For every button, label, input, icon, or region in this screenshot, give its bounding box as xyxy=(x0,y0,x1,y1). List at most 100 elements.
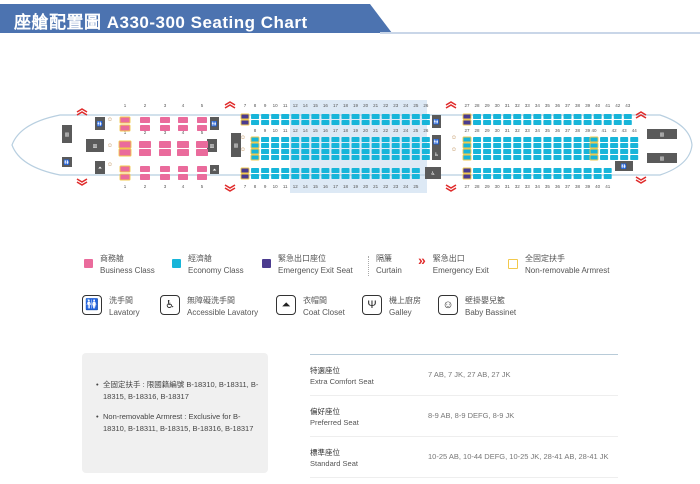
row-label: 25 xyxy=(413,184,419,189)
economy-seat xyxy=(301,120,310,125)
row-label: 17 xyxy=(333,103,339,108)
seat-type-zh: 偏好座位 xyxy=(310,407,340,416)
row-label: 37 xyxy=(565,184,571,189)
row-label: 39 xyxy=(585,128,591,133)
row-label: 22 xyxy=(383,103,389,108)
economy-seat xyxy=(281,155,290,160)
row-label: 5 xyxy=(201,184,204,189)
row-label: 2 xyxy=(144,103,147,108)
economy-seat xyxy=(261,137,270,142)
economy-seat xyxy=(483,174,492,179)
economy-seat xyxy=(563,137,572,142)
economy-seat xyxy=(543,149,552,154)
legend-label-zh: 商務艙 xyxy=(100,254,124,263)
legend-label-en: Lavatory xyxy=(109,308,140,317)
economy-seat xyxy=(603,114,612,119)
row-label: 23 xyxy=(393,184,399,189)
economy-seat xyxy=(261,120,270,125)
economy-seat xyxy=(341,114,350,119)
economy-seat xyxy=(473,120,482,125)
economy-seat xyxy=(421,120,430,125)
galley-icon xyxy=(86,139,104,152)
lavatory-icon xyxy=(95,117,105,130)
business-seat xyxy=(160,174,170,180)
row-label: 27 xyxy=(464,103,470,108)
row-label: 27 xyxy=(464,184,470,189)
legend-label-zh: 緊急出口 xyxy=(432,254,465,263)
row-label: 36 xyxy=(555,128,561,133)
economy-seat xyxy=(613,120,622,125)
economy-seat xyxy=(493,137,502,142)
row-label: 30 xyxy=(495,103,501,108)
row-label: 19 xyxy=(353,128,359,133)
economy-seat xyxy=(321,168,330,173)
row-label: 14 xyxy=(303,103,309,108)
economy-seat xyxy=(381,149,390,154)
economy-seat xyxy=(503,114,512,119)
economy-seat xyxy=(533,120,542,125)
legend-galley: Ψ 機上廚房 Galley xyxy=(362,295,421,319)
economy-seat xyxy=(600,143,609,148)
economy-seat xyxy=(341,149,350,154)
row-label: 14 xyxy=(303,184,309,189)
economy-seat xyxy=(610,155,619,160)
economy-seat xyxy=(361,149,370,154)
economy-seat xyxy=(600,137,609,142)
economy-seat xyxy=(473,149,482,154)
row-label: 36 xyxy=(555,184,561,189)
business-seat xyxy=(177,141,189,148)
exit-seat xyxy=(462,173,472,180)
exit-seat xyxy=(462,167,472,174)
business-seat xyxy=(140,166,150,172)
economy-seat xyxy=(251,120,260,125)
row-label: 11 xyxy=(283,184,288,189)
row-label: 28 xyxy=(475,103,481,108)
economy-seat xyxy=(381,137,390,142)
row-label: 18 xyxy=(343,184,349,189)
economy-seat xyxy=(311,137,320,142)
row-label: 28 xyxy=(475,184,481,189)
legend-label-en: Coat Closet xyxy=(303,308,345,317)
economy-seat xyxy=(543,174,552,179)
economy-seat xyxy=(620,149,629,154)
row-label: 21 xyxy=(373,128,379,133)
economy-seat xyxy=(301,168,310,173)
economy-seat xyxy=(391,155,400,160)
business-seat xyxy=(118,140,132,149)
emergency-exit-icon xyxy=(224,184,236,192)
row-label: 26 xyxy=(423,128,429,133)
economy-seat xyxy=(523,120,532,125)
seat-type-zh: 特選座位 xyxy=(310,366,340,375)
economy-seat xyxy=(341,143,350,148)
economy-seat xyxy=(311,168,320,173)
row-label: 4 xyxy=(182,103,185,108)
exit-seat xyxy=(462,119,472,126)
economy-seat xyxy=(411,137,420,142)
row-label: 4 xyxy=(182,130,185,135)
row-label: 29 xyxy=(485,184,491,189)
row-label: 14 xyxy=(303,128,309,133)
armrest-swatch xyxy=(508,259,518,269)
row-label: 7 xyxy=(244,103,247,108)
economy-seat xyxy=(620,155,629,160)
lavatory-icon xyxy=(432,135,441,148)
economy-seat xyxy=(600,155,609,160)
bassinet-icon: ☺ xyxy=(107,117,113,123)
galley-icon: Ψ xyxy=(362,295,382,315)
row-label: 41 xyxy=(605,184,611,189)
business-seat xyxy=(160,166,170,172)
galley-icon-glyph: ▥ xyxy=(660,156,665,162)
legend-label-en: Baby Bassinet xyxy=(465,308,517,317)
economy-seat xyxy=(623,120,632,125)
row-label: 16 xyxy=(323,103,329,108)
economy-seat xyxy=(271,174,280,179)
economy-seat xyxy=(291,120,300,125)
accessible-lavatory-icon-glyph: ♿ xyxy=(434,152,438,158)
economy-seat xyxy=(401,143,410,148)
row-label: 44 xyxy=(632,128,638,133)
row-label: 5 xyxy=(201,130,204,135)
economy-seat xyxy=(271,114,280,119)
economy-seat xyxy=(251,168,260,173)
economy-seat xyxy=(401,155,410,160)
row-label: 18 xyxy=(343,103,349,108)
